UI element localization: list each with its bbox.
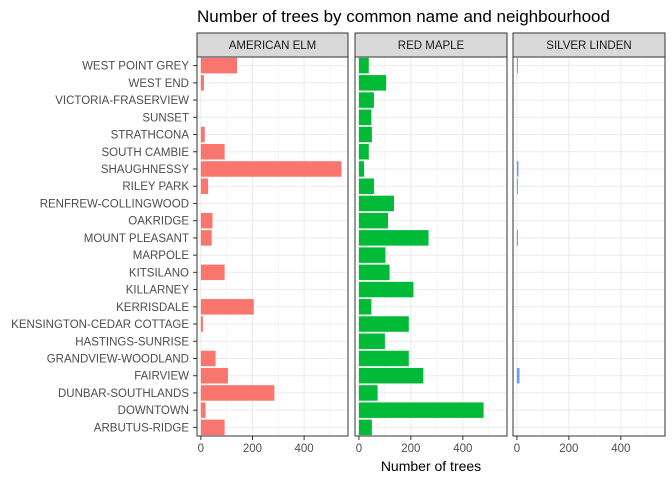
y-tick-label: ARBUTUS-RIDGE — [94, 422, 190, 434]
panel-background — [513, 57, 665, 436]
y-tick-label: STRATHCONA — [111, 130, 190, 142]
bar-red-maple-renfrew-collingwood — [358, 195, 394, 212]
x-tick-label: 400 — [453, 443, 472, 455]
bar-silver-linden-riley-park — [516, 178, 518, 194]
x-tick-label: 0 — [514, 443, 520, 455]
y-tick-label: MOUNT PLEASANT — [84, 233, 189, 245]
bar-american-elm-west-point-grey — [200, 57, 238, 74]
bar-red-maple-strathcona — [358, 126, 372, 143]
y-tick-label: KILLARNEY — [126, 285, 190, 297]
y-tick-label: DUNBAR-SOUTHLANDS — [58, 388, 189, 400]
bar-red-maple-grandview-woodland — [358, 350, 409, 367]
bar-american-elm-mount-pleasant — [200, 230, 212, 246]
bar-american-elm-west-end — [200, 75, 204, 91]
bar-american-elm-dunbar-southlands — [200, 385, 275, 401]
bar-american-elm-fairview — [200, 367, 228, 384]
bar-american-elm-oakridge — [200, 212, 213, 229]
panel-border — [354, 56, 508, 437]
bar-silver-linden-fairview — [516, 367, 520, 384]
bar-silver-linden-west-point-grey — [516, 57, 518, 74]
y-tick-label: WEST POINT GREY — [82, 61, 189, 73]
bar-american-elm-arbutus-ridge — [200, 419, 225, 436]
y-tick-label: RILEY PARK — [122, 181, 189, 193]
bar-red-maple-west-end — [358, 75, 387, 91]
panel-border — [196, 56, 349, 437]
y-tick-label: VICTORIA-FRASERVIEW — [55, 95, 189, 107]
bar-red-maple-fairview — [358, 367, 424, 384]
bar-american-elm-kensington-cedar-cottage — [200, 316, 203, 332]
facet-strip — [512, 32, 666, 58]
y-tick-label: OAKRIDGE — [128, 216, 189, 228]
facet-strip-label: AMERICAN ELM — [229, 40, 317, 52]
bar-red-maple-sunset — [358, 109, 372, 126]
y-tick-label: KENSINGTON-CEDAR COTTAGE — [11, 319, 189, 331]
bar-red-maple-marpole — [358, 247, 386, 263]
bar-red-maple-killarney — [358, 281, 414, 298]
facet-strip-label: RED MAPLE — [398, 40, 465, 52]
x-tick-label: 0 — [198, 443, 204, 455]
bar-american-elm-strathcona — [200, 126, 205, 143]
x-tick-label: 0 — [356, 443, 362, 455]
bar-red-maple-hastings-sunrise — [358, 333, 385, 350]
y-tick-label: KITSILANO — [129, 267, 189, 279]
bar-red-maple-west-point-grey — [358, 57, 369, 74]
bar-silver-linden-shaughnessy — [516, 161, 519, 177]
bar-red-maple-mount-pleasant — [358, 230, 429, 246]
y-tick-label: SHAUGHNESSY — [101, 164, 190, 176]
bar-american-elm-shaughnessy — [200, 161, 342, 177]
x-axis-title: Number of trees — [381, 458, 481, 474]
y-tick-label: WEST END — [129, 78, 190, 90]
bar-red-maple-kitsilano — [358, 264, 390, 281]
bar-red-maple-shaughnessy — [358, 161, 365, 177]
y-tick-label: KERRISDALE — [116, 302, 189, 314]
y-tick-label: DOWNTOWN — [118, 405, 189, 417]
x-tick-label: 200 — [559, 443, 578, 455]
x-tick-label: 400 — [295, 443, 314, 455]
bar-american-elm-kerrisdale — [200, 299, 254, 315]
bar-red-maple-oakridge — [358, 212, 388, 229]
panel-border — [512, 56, 666, 437]
bar-american-elm-kitsilano — [200, 264, 225, 281]
facet-strip-label: SILVER LINDEN — [546, 40, 631, 52]
bar-red-maple-dunbar-southlands — [358, 385, 378, 401]
chart-title: Number of trees by common name and neigh… — [197, 7, 610, 26]
bar-red-maple-south-cambie — [358, 143, 369, 160]
bar-red-maple-victoria-fraserview — [358, 92, 374, 108]
y-axis-labels: WEST POINT GREY WEST END VICTORIA-FRASERVI… — [11, 61, 197, 434]
facet-silver-linden: SILVER LINDEN 0 200 400 — [512, 32, 666, 455]
bar-american-elm-grandview-woodland — [200, 350, 216, 367]
y-tick-label: SUNSET — [142, 112, 189, 124]
x-tick-label: 200 — [243, 443, 262, 455]
x-tick-label: 200 — [401, 443, 420, 455]
bar-american-elm-south-cambie — [200, 143, 225, 160]
y-tick-label: SOUTH CAMBIE — [101, 147, 189, 159]
facet-strip — [354, 32, 508, 58]
bar-silver-linden-mount-pleasant — [516, 230, 518, 246]
facet-american-elm: AMERICAN ELM 0 200 400 — [196, 32, 349, 455]
y-tick-label: HASTINGS-SUNRISE — [75, 336, 189, 348]
bar-red-maple-arbutus-ridge — [358, 419, 372, 436]
y-tick-label: GRANDVIEW-WOODLAND — [47, 353, 189, 365]
facet-red-maple: RED MAPLE 0 200 400 — [354, 32, 508, 455]
bar-american-elm-riley-park — [200, 178, 209, 194]
x-tick-label: 400 — [611, 443, 630, 455]
y-tick-label: MARPOLE — [133, 250, 190, 262]
y-tick-label: RENFREW-COLLINGWOOD — [40, 198, 189, 210]
bar-red-maple-downtown — [358, 402, 484, 418]
bar-american-elm-downtown — [200, 402, 206, 418]
bar-red-maple-kerrisdale — [358, 299, 372, 315]
bar-red-maple-kensington-cedar-cottage — [358, 316, 409, 332]
y-tick-label: FAIRVIEW — [134, 371, 189, 383]
bar-red-maple-riley-park — [358, 178, 374, 194]
